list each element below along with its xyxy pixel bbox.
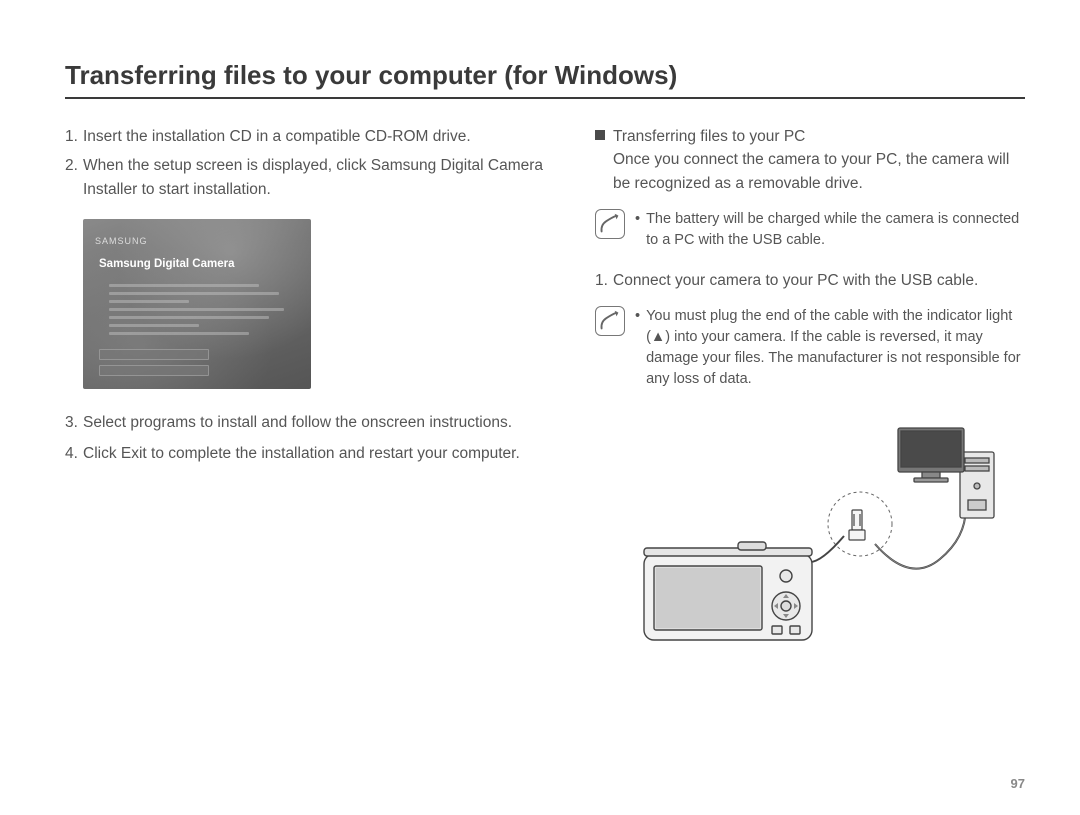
step-number: 2. — [65, 154, 83, 201]
note-warning: You must plug the end of the cable with … — [595, 306, 1025, 390]
square-bullet-icon — [595, 130, 605, 140]
content-columns: 1. Insert the installation CD in a compa… — [65, 125, 1025, 644]
screenshot-logo: SAMSUNG — [95, 235, 299, 249]
subheading-text: Transferring files to your PC Once you c… — [613, 125, 1025, 195]
note-text: You must plug the end of the cable with … — [635, 306, 1025, 390]
subheading-body: Once you connect the camera to your PC, … — [613, 151, 1009, 191]
step-4: 4. Click Exit to complete the installati… — [65, 442, 555, 465]
note-text: The battery will be charged while the ca… — [635, 209, 1025, 251]
step-number: 4. — [65, 442, 83, 465]
step-1: 1. Insert the installation CD in a compa… — [65, 125, 555, 148]
page-title: Transferring files to your computer (for… — [65, 60, 1025, 99]
right-column: Transferring files to your PC Once you c… — [595, 125, 1025, 644]
left-column: 1. Insert the installation CD in a compa… — [65, 125, 555, 644]
page-number: 97 — [1011, 776, 1025, 791]
step-number: 1. — [595, 269, 613, 292]
subheading-row: Transferring files to your PC Once you c… — [595, 125, 1025, 195]
step-text: Insert the installation CD in a compatib… — [83, 125, 555, 148]
note-battery-text: The battery will be charged while the ca… — [646, 209, 1025, 251]
installer-screenshot: SAMSUNG Samsung Digital Camera — [83, 219, 311, 389]
step-text: When the setup screen is displayed, clic… — [83, 154, 555, 201]
step-number: 1. — [65, 125, 83, 148]
screenshot-title: Samsung Digital Camera — [99, 256, 299, 273]
note-icon — [595, 306, 625, 336]
connection-diagram — [595, 414, 1025, 644]
screenshot-body-lines — [109, 284, 299, 335]
right-step-1: 1. Connect your camera to your PC with t… — [595, 269, 1025, 292]
step-2: 2. When the setup screen is displayed, c… — [65, 154, 555, 201]
step-text: Select programs to install and follow th… — [83, 411, 555, 434]
step-number: 3. — [65, 411, 83, 434]
note-warning-text: You must plug the end of the cable with … — [646, 306, 1025, 390]
note-icon — [595, 209, 625, 239]
step-3: 3. Select programs to install and follow… — [65, 411, 555, 434]
step-text: Click Exit to complete the installation … — [83, 442, 555, 465]
subheading-title: Transferring files to your PC — [613, 128, 805, 145]
step-text: Connect your camera to your PC with the … — [613, 269, 1025, 292]
note-battery: The battery will be charged while the ca… — [595, 209, 1025, 251]
screenshot-buttons — [95, 349, 299, 376]
